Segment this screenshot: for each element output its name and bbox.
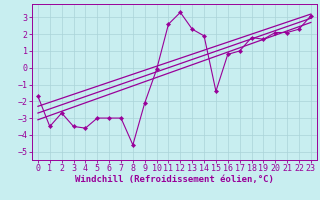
X-axis label: Windchill (Refroidissement éolien,°C): Windchill (Refroidissement éolien,°C) — [75, 175, 274, 184]
